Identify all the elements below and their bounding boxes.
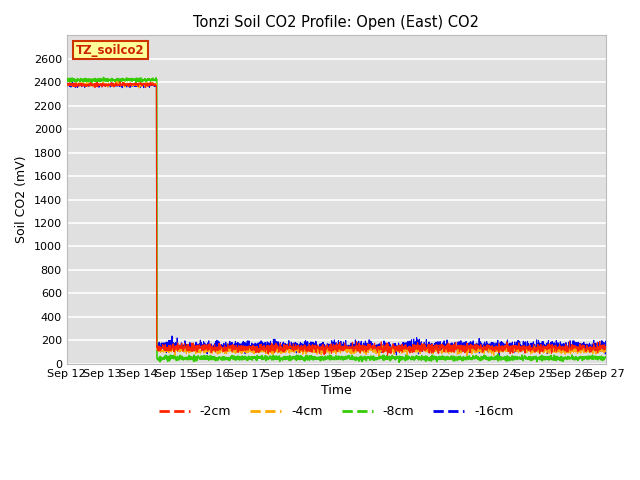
Y-axis label: Soil CO2 (mV): Soil CO2 (mV) bbox=[15, 156, 28, 243]
Text: TZ_soilco2: TZ_soilco2 bbox=[76, 44, 145, 57]
X-axis label: Time: Time bbox=[321, 384, 351, 397]
Title: Tonzi Soil CO2 Profile: Open (East) CO2: Tonzi Soil CO2 Profile: Open (East) CO2 bbox=[193, 15, 479, 30]
Legend: -2cm, -4cm, -8cm, -16cm: -2cm, -4cm, -8cm, -16cm bbox=[154, 400, 519, 423]
